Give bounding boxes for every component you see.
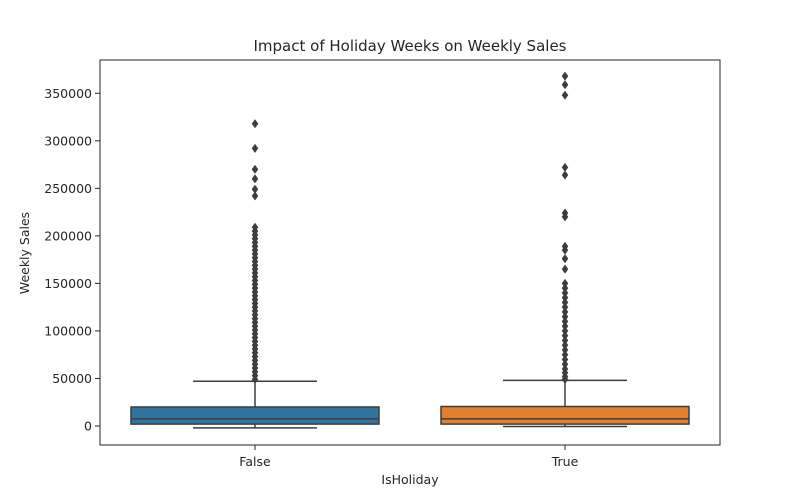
outlier-point bbox=[561, 374, 569, 385]
y-tick-label: 250000 bbox=[44, 181, 92, 196]
y-tick-label: 50000 bbox=[52, 371, 92, 386]
outlier-point bbox=[561, 170, 569, 180]
outlier-point bbox=[251, 174, 259, 184]
outlier-point bbox=[561, 80, 569, 90]
y-tick-label: 150000 bbox=[44, 276, 92, 291]
chart-title: Impact of Holiday Weeks on Weekly Sales bbox=[254, 37, 567, 55]
y-tick-label: 100000 bbox=[44, 323, 92, 338]
x-axis: False True bbox=[239, 445, 579, 469]
y-tick-label: 300000 bbox=[44, 133, 92, 148]
y-tick-label: 350000 bbox=[44, 86, 92, 101]
y-axis: 0 50000 100000 150000 200000 250000 300000 3500… bbox=[44, 86, 100, 433]
x-axis-title: IsHoliday bbox=[381, 472, 439, 487]
x-tick-label: False bbox=[239, 454, 271, 469]
y-tick-label: 0 bbox=[84, 418, 92, 433]
iqr-box bbox=[130, 406, 380, 425]
y-tick-label: 200000 bbox=[44, 228, 92, 243]
outlier-point bbox=[251, 191, 259, 201]
outlier-point bbox=[561, 212, 569, 222]
plot-frame bbox=[99, 59, 721, 446]
y-axis-title: Weekly Sales bbox=[17, 212, 32, 294]
box-false bbox=[130, 119, 380, 429]
outlier-point bbox=[561, 254, 569, 264]
boxes-layer bbox=[130, 71, 690, 429]
outlier-point bbox=[251, 374, 259, 385]
outlier-point bbox=[251, 143, 259, 154]
outlier-point bbox=[561, 162, 569, 173]
outlier-point bbox=[561, 71, 569, 81]
iqr-box bbox=[440, 405, 690, 425]
outlier-point bbox=[251, 164, 259, 174]
x-tick-label: True bbox=[551, 454, 579, 469]
box-true bbox=[440, 71, 690, 428]
outlier-point bbox=[561, 264, 569, 274]
outlier-point bbox=[251, 119, 259, 129]
outlier-point bbox=[561, 90, 569, 100]
